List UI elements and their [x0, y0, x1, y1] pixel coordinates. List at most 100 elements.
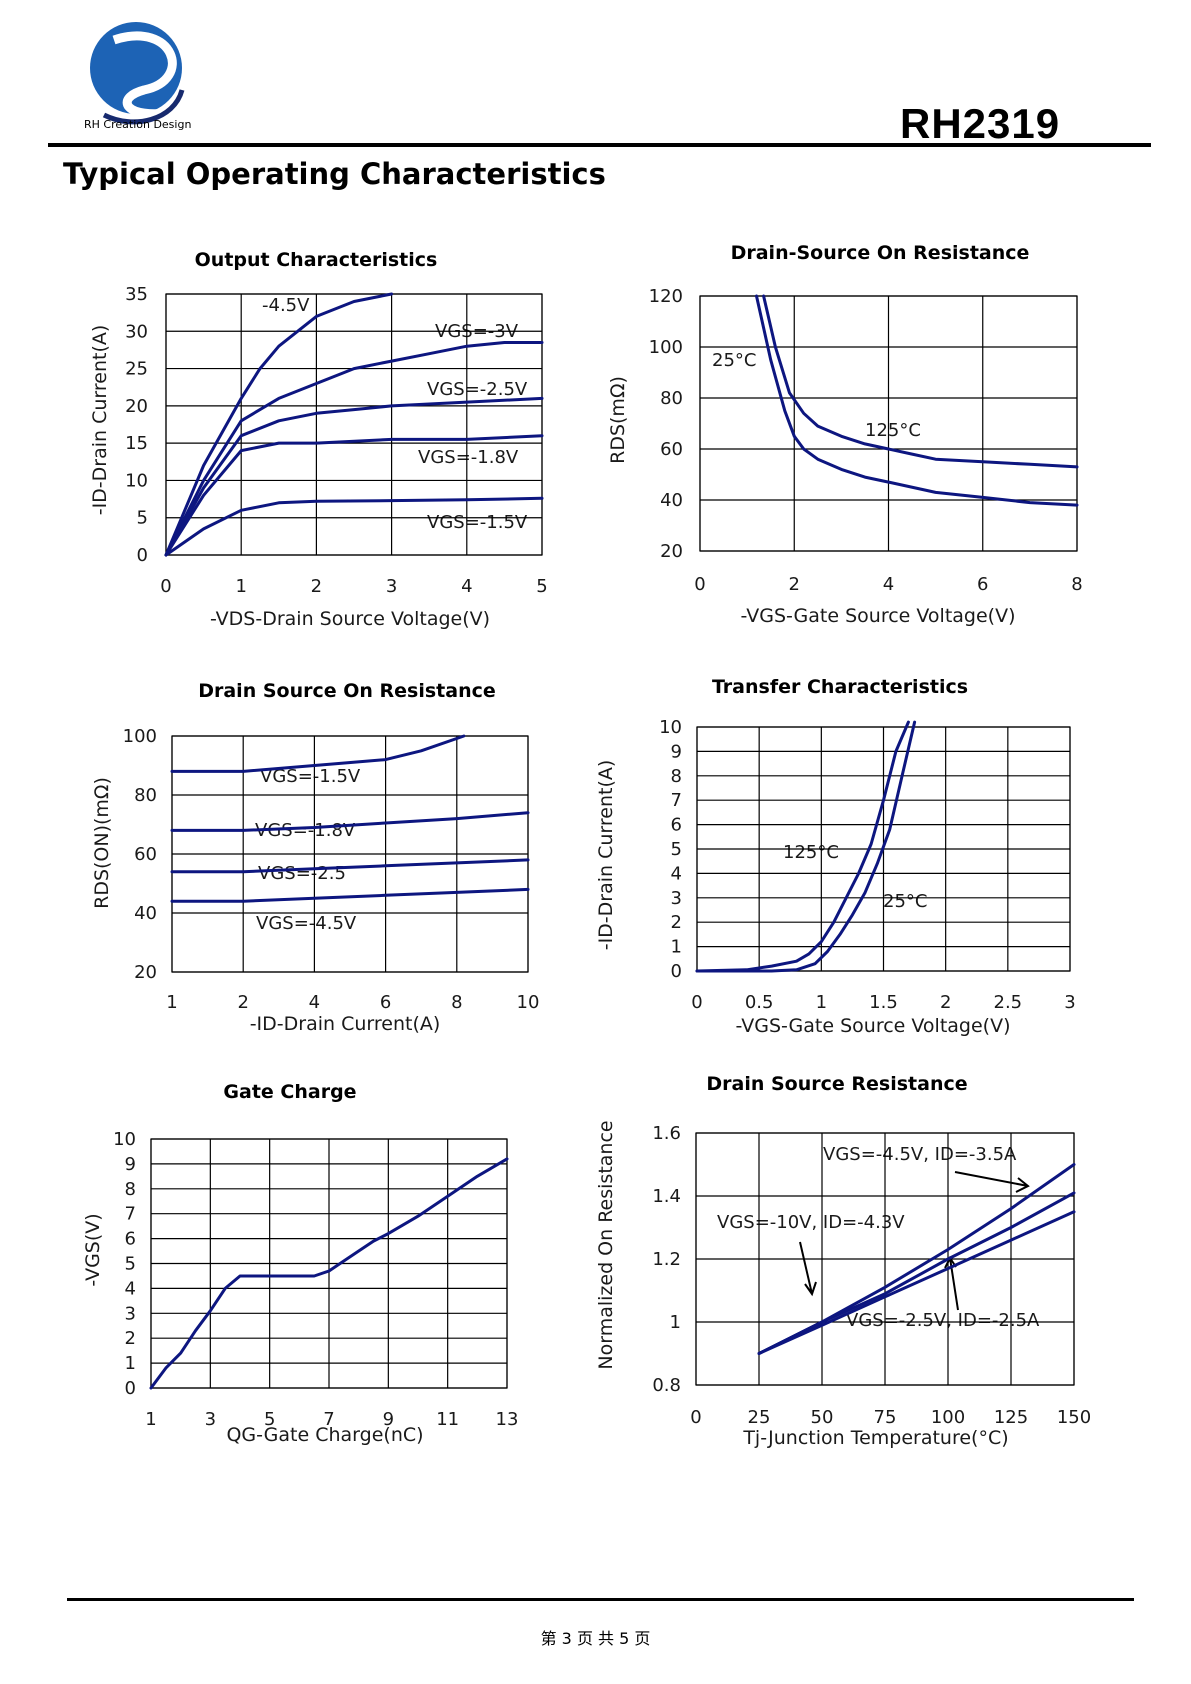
x-tick-label: 2.5 — [994, 992, 1023, 1013]
plot-frame — [150, 1138, 508, 1389]
x-tick-label: 5 — [264, 1409, 275, 1430]
series-line — [170, 734, 466, 773]
y-tick-label: 1.2 — [652, 1249, 681, 1270]
series-label: 25°C — [712, 350, 756, 371]
y-tick-label: 60 — [660, 439, 683, 460]
series-label: VGS=-4.5V, ID=-3.5A — [823, 1144, 1017, 1165]
y-tick-label: 3 — [671, 888, 682, 909]
series-line — [695, 720, 917, 973]
y-axis-label: RDS(ON)(mΩ) — [91, 777, 113, 909]
y-tick-label: 1.6 — [652, 1123, 681, 1144]
x-tick-label: 1 — [816, 992, 827, 1013]
series-line — [755, 294, 1079, 507]
series-label: VGS=-1.5V — [260, 766, 361, 787]
annotation-arrow — [954, 1171, 1030, 1193]
y-tick-label: 8 — [125, 1179, 136, 1200]
y-tick-label: 1.4 — [652, 1186, 681, 1207]
x-tick-label: 8 — [451, 992, 462, 1013]
x-tick-label: 150 — [1057, 1407, 1091, 1428]
y-tick-label: 8 — [671, 766, 682, 787]
x-tick-label: 4 — [309, 992, 320, 1013]
chart-title: Drain-Source On Resistance — [731, 242, 1030, 264]
y-axis-label: Normalized On Resistance — [595, 1120, 617, 1369]
series-line — [695, 720, 910, 973]
y-tick-label: 1 — [670, 1312, 681, 1333]
series-line — [170, 811, 530, 832]
series-label: 125°C — [865, 420, 921, 441]
x-tick-label: 100 — [931, 1407, 965, 1428]
y-axis-label: -VGS(V) — [82, 1213, 104, 1286]
series-line — [164, 434, 544, 557]
y-tick-label: 2 — [125, 1328, 136, 1349]
x-tick-label: 6 — [977, 574, 988, 595]
y-tick-label: 10 — [659, 717, 682, 738]
x-tick-label: 0 — [160, 576, 171, 597]
annotation-arrow — [799, 1241, 817, 1297]
plot-frame — [171, 735, 529, 973]
x-axis-label: Tj-Junction Temperature(°C) — [742, 1427, 1008, 1449]
y-tick-label: 40 — [134, 903, 157, 924]
plot-frame — [165, 293, 543, 556]
y-tick-label: 0 — [125, 1378, 136, 1399]
x-tick-label: 125 — [994, 1407, 1028, 1428]
plot-frame — [696, 726, 1071, 972]
chart-drain-source-on-resistance-vgs: Drain-Source On Resistance RDS(mΩ) -VGS-… — [607, 242, 1083, 627]
y-tick-label: 0.8 — [652, 1375, 681, 1396]
y-tick-label: 3 — [125, 1303, 136, 1324]
y-tick-label: 35 — [125, 284, 148, 305]
x-tick-label: 13 — [496, 1409, 519, 1430]
x-tick-label: 1 — [145, 1409, 156, 1430]
series-label: VGS=-1.8V — [418, 447, 519, 468]
y-tick-label: 25 — [125, 359, 148, 380]
plot-frame — [695, 1132, 1075, 1386]
y-tick-label: 0 — [671, 961, 682, 982]
y-tick-label: 20 — [134, 962, 157, 983]
y-tick-label: 0 — [137, 545, 148, 566]
y-tick-label: 1 — [125, 1353, 136, 1374]
y-axis-label: -ID-Drain Current(A) — [89, 325, 111, 516]
x-tick-label: 11 — [436, 1409, 459, 1430]
y-tick-label: 100 — [649, 337, 683, 358]
series-label: VGS=-2.5V — [427, 379, 528, 400]
series-line — [762, 294, 1079, 469]
y-tick-label: 80 — [660, 388, 683, 409]
y-tick-label: 9 — [125, 1154, 136, 1175]
y-tick-label: 2 — [671, 912, 682, 933]
x-axis-label: -ID-Drain Current(A) — [250, 1013, 441, 1035]
x-axis-label: -VGS-Gate Source Voltage(V) — [740, 605, 1015, 627]
x-tick-label: 2 — [940, 992, 951, 1013]
company-logo — [90, 22, 185, 125]
y-tick-label: 6 — [671, 815, 682, 836]
x-tick-label: 1 — [166, 992, 177, 1013]
y-tick-label: 7 — [125, 1204, 136, 1225]
x-tick-label: 9 — [383, 1409, 394, 1430]
y-tick-label: 5 — [137, 508, 148, 529]
chart-output-characteristics: Output Characteristics -ID-Drain Current… — [89, 249, 548, 630]
series-line — [170, 858, 530, 874]
series-label: VGS=-4.5V — [256, 913, 357, 934]
series-line — [757, 1210, 1076, 1355]
y-tick-label: 10 — [125, 470, 148, 491]
header-divider — [48, 143, 1151, 147]
x-tick-label: 4 — [883, 574, 894, 595]
series-label: -4.5V — [262, 295, 310, 316]
part-number: RH2319 — [900, 100, 1061, 147]
series-line — [164, 292, 394, 557]
chart-title: Transfer Characteristics — [712, 676, 968, 698]
y-axis-label: RDS(mΩ) — [607, 376, 629, 464]
x-tick-label: 5 — [536, 576, 547, 597]
series-line — [164, 341, 544, 557]
x-tick-label: 1 — [235, 576, 246, 597]
y-tick-label: 5 — [671, 839, 682, 860]
y-tick-label: 30 — [125, 321, 148, 342]
chart-title: Drain Source Resistance — [706, 1073, 967, 1095]
chart-drain-source-resistance-temp: Drain Source Resistance Normalized On Re… — [595, 1073, 1091, 1449]
y-tick-label: 20 — [125, 396, 148, 417]
chart-gate-charge: Gate Charge -VGS(V) QG-Gate Charge(nC) 1… — [82, 1081, 518, 1446]
series-label: 25°C — [883, 891, 927, 912]
series-line — [149, 1157, 509, 1390]
y-axis-label: -ID-Drain Current(A) — [595, 760, 617, 951]
section-title: Typical Operating Characteristics — [63, 157, 606, 191]
x-tick-label: 6 — [380, 992, 391, 1013]
